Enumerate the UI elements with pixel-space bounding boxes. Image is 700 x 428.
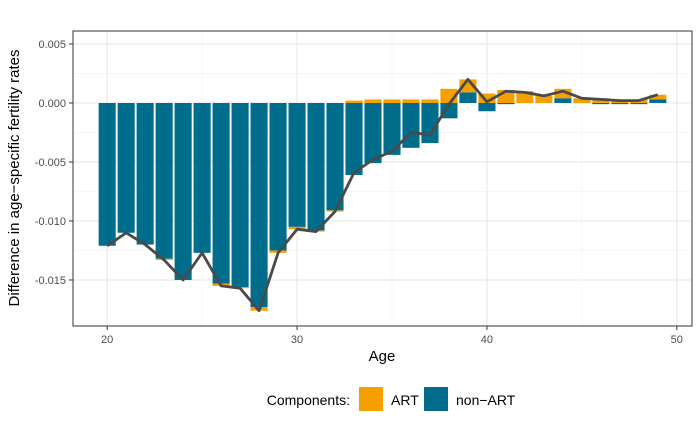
- bar-non-art-29: [269, 102, 287, 251]
- y-tick-label: -0.010: [35, 216, 66, 228]
- bar-art-40: [478, 93, 496, 103]
- total-line: [106, 78, 659, 313]
- bar-non-art-40: [478, 102, 496, 112]
- bar-non-art-49: [649, 99, 667, 103]
- bar-art-45: [573, 98, 591, 103]
- y-axis: -0.015 -0.010 -0.005 0.000 0.005: [35, 39, 73, 287]
- bar-non-art-23: [155, 102, 173, 259]
- x-tick-label: 30: [291, 334, 303, 346]
- y-tick-label: -0.015: [35, 275, 66, 287]
- legend: Components: ART non−ART: [267, 387, 516, 411]
- legend-label-art: ART: [391, 392, 419, 408]
- bar-art-42: [516, 91, 534, 103]
- legend-key-non-art: [424, 387, 448, 411]
- legend-label-non-art: non−ART: [456, 392, 516, 408]
- bar-art-36: [402, 99, 420, 103]
- bar-non-art-46: [592, 102, 610, 105]
- bar-non-art-32: [326, 102, 344, 211]
- bar-non-art-26: [212, 102, 230, 284]
- bar-non-art-25: [193, 102, 211, 253]
- x-axis-title: Age: [369, 348, 396, 365]
- y-axis-title: Difference in age−specific fertility rat…: [6, 50, 23, 307]
- bar-non-art-34: [364, 102, 382, 164]
- total-line-path: [106, 78, 659, 313]
- bar-non-art-38: [440, 102, 458, 119]
- bar-non-art-33: [345, 102, 363, 175]
- bar-non-art-39: [459, 92, 477, 103]
- y-tick-label: 0.000: [38, 98, 66, 110]
- x-axis: 20 30 40 50: [101, 326, 683, 346]
- bar-art-37: [421, 99, 439, 103]
- x-tick-label: 40: [481, 334, 493, 346]
- bar-non-art-47: [611, 102, 629, 105]
- bar-non-art-41: [497, 102, 515, 105]
- bar-non-art-36: [402, 102, 420, 148]
- plot-border: [72, 30, 693, 327]
- bar-art-44: [554, 88, 572, 99]
- bar-non-art-28: [250, 102, 268, 308]
- bar-non-art-22: [136, 102, 154, 245]
- bar-art-34: [364, 99, 382, 103]
- legend-key-art: [359, 387, 383, 411]
- bar-non-art-20: [98, 102, 116, 246]
- bar-non-art-48: [630, 102, 648, 105]
- bar-art-33: [345, 100, 363, 103]
- bar-non-art-24: [174, 102, 192, 280]
- bar-art-35: [383, 99, 401, 103]
- y-tick-label: 0.005: [38, 39, 66, 51]
- x-tick-label: 20: [101, 334, 113, 346]
- bar-non-art-31: [307, 102, 325, 231]
- y-tick-label: -0.005: [35, 157, 66, 169]
- bars: [98, 79, 667, 311]
- bar-non-art-44: [554, 98, 572, 103]
- bar-non-art-30: [288, 102, 306, 227]
- bar-non-art-21: [117, 102, 135, 233]
- legend-title: Components:: [267, 392, 350, 408]
- bar-art-43: [535, 95, 553, 103]
- bar-non-art-27: [231, 102, 249, 288]
- x-tick-label: 50: [671, 334, 683, 346]
- bar-non-art-35: [383, 102, 401, 155]
- bar-art-49: [649, 94, 667, 100]
